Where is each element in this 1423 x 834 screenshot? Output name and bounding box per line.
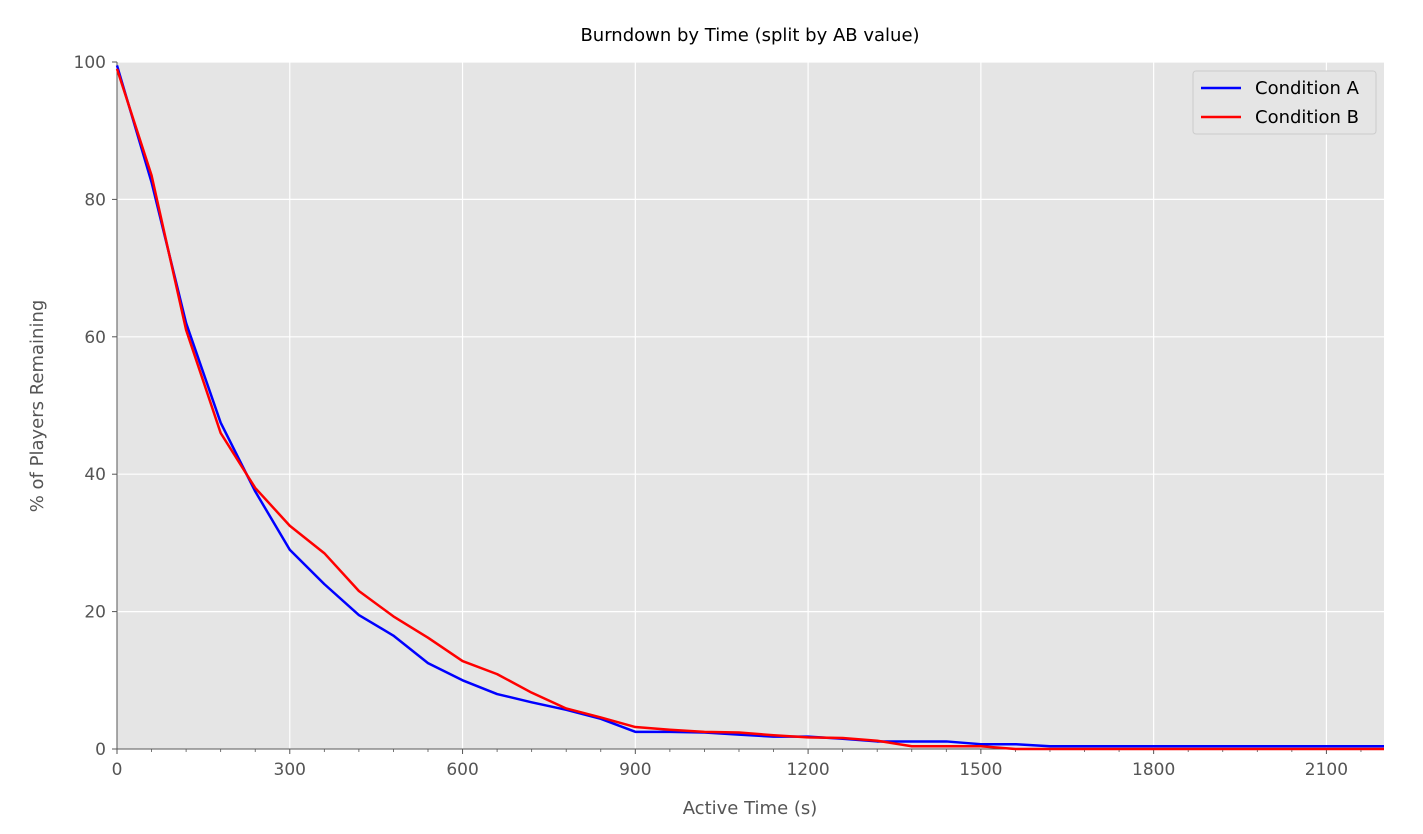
chart-title: Burndown by Time (split by AB value)	[580, 25, 919, 46]
legend-label: Condition B	[1255, 107, 1359, 128]
series-line-b	[115, 68, 1384, 751]
legend-label: Condition A	[1255, 78, 1360, 99]
x-tick-label: 600	[446, 760, 478, 780]
x-tick-label: 1500	[959, 760, 1002, 780]
y-tick-label: 20	[84, 603, 106, 623]
y-tick-label: 80	[84, 190, 106, 210]
plot-area	[117, 62, 1384, 749]
x-tick-label: 0	[112, 760, 123, 780]
y-tick-label: 40	[84, 465, 106, 485]
x-tick-label: 1200	[786, 760, 829, 780]
y-axis-label: % of Players Remaining	[27, 300, 48, 513]
x-axis-label: Active Time (s)	[683, 798, 818, 819]
series-line-a	[115, 65, 1384, 748]
y-tick-label: 100	[74, 53, 106, 73]
grid	[116, 61, 1384, 750]
x-tick-label: 900	[619, 760, 651, 780]
x-tick-label: 300	[274, 760, 306, 780]
legend: Condition A Condition B	[1192, 70, 1377, 135]
y-tick-label: 0	[95, 740, 106, 760]
series-lines	[115, 65, 1384, 751]
y-tick-label: 60	[84, 328, 106, 348]
x-tick-label: 2100	[1305, 760, 1348, 780]
x-tick-label: 1800	[1132, 760, 1175, 780]
